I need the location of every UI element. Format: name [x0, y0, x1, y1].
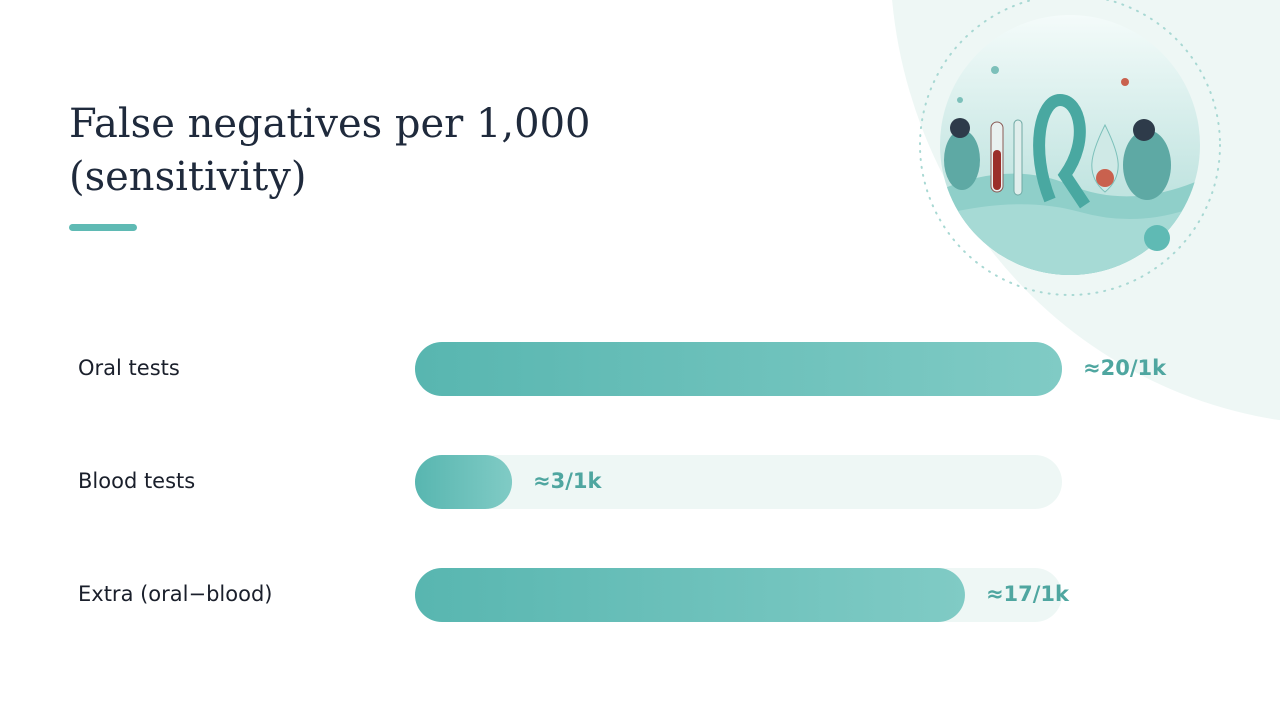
bar — [415, 455, 513, 509]
chart-title: False negatives per 1,000 (sensitivity) — [69, 101, 590, 200]
category-label: Extra (oral−blood) — [78, 582, 272, 606]
category-label: Oral tests — [78, 356, 180, 380]
illustration — [940, 15, 1200, 275]
decor-dot — [1144, 225, 1170, 251]
bar — [415, 568, 965, 622]
bar-track — [415, 455, 1062, 509]
value-label: ≈20/1k — [1083, 356, 1167, 380]
value-label: ≈3/1k — [533, 469, 602, 493]
category-label: Blood tests — [78, 469, 195, 493]
decor-ring — [919, 0, 1221, 296]
bar — [415, 342, 1062, 396]
title-accent — [69, 224, 137, 231]
value-label: ≈17/1k — [986, 582, 1070, 606]
